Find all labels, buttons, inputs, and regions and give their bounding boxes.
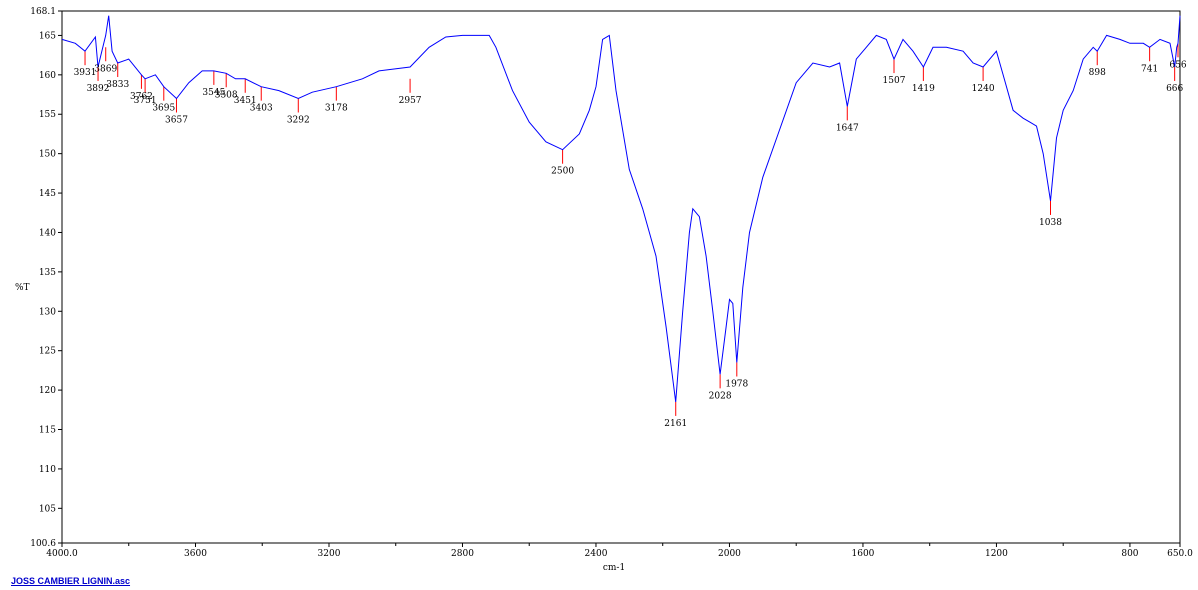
y-axis-title: %T bbox=[15, 283, 30, 293]
spectrum-line bbox=[61, 15, 1181, 402]
y-tick-label: 145 bbox=[39, 189, 56, 199]
peak-label: 3657 bbox=[165, 115, 188, 125]
peak-label: 3695 bbox=[152, 104, 175, 114]
peak-label: 3833 bbox=[106, 80, 129, 90]
peak-label: 1419 bbox=[912, 84, 935, 94]
peak-label: 3751 bbox=[134, 96, 157, 106]
y-tick-label: 115 bbox=[39, 426, 56, 436]
peak-label: 656 bbox=[1169, 60, 1186, 70]
peak-label: 666 bbox=[1166, 84, 1183, 94]
y-tick-label: 120 bbox=[39, 386, 56, 396]
peak-label: 898 bbox=[1089, 68, 1106, 78]
peak-label: 3508 bbox=[215, 90, 238, 100]
peak-label: 741 bbox=[1141, 64, 1158, 74]
y-tick-label: 125 bbox=[39, 347, 56, 357]
y-tick-label: 165 bbox=[39, 31, 56, 41]
x-axis: 4000.0 3600 3200 2800 2400 2000 1600 1200 800 650… bbox=[46, 543, 1193, 559]
peak-label: 3545 bbox=[202, 88, 225, 98]
x-tick-label: 4000.0 bbox=[46, 549, 78, 559]
peak-label: 3403 bbox=[250, 104, 273, 114]
peak-label: 3178 bbox=[325, 104, 348, 114]
y-tick-label: 150 bbox=[39, 150, 56, 160]
peak-label: 2500 bbox=[551, 167, 574, 177]
y-tick-label: 130 bbox=[39, 307, 56, 317]
peak-label: 1647 bbox=[836, 123, 859, 133]
y-tick-label: 155 bbox=[39, 110, 56, 120]
y-tick-label: 135 bbox=[39, 268, 56, 278]
peak-label: 2957 bbox=[399, 96, 422, 106]
y-tick-label: 110 bbox=[39, 465, 56, 475]
peak-label: 3451 bbox=[234, 96, 257, 106]
y-tick-label: 100.6 bbox=[30, 539, 56, 549]
peak-label: 3931 bbox=[74, 68, 97, 78]
x-tick-label: 1200 bbox=[985, 549, 1008, 559]
y-axis: 100.6 105 110 115 120 125 130 135 140 145 150 155 16… bbox=[30, 7, 62, 549]
x-tick-label: 650.0 bbox=[1167, 549, 1193, 559]
peak-label: 3892 bbox=[87, 84, 110, 94]
peak-label: 3292 bbox=[287, 115, 310, 125]
x-tick-label: 1600 bbox=[852, 549, 875, 559]
y-tick-label: 105 bbox=[39, 504, 56, 514]
peak-markers bbox=[84, 43, 1179, 416]
y-tick-label: 140 bbox=[39, 228, 56, 238]
x-tick-label: 2000 bbox=[718, 549, 741, 559]
peak-label: 2161 bbox=[664, 419, 687, 429]
peak-label: 1507 bbox=[883, 76, 906, 86]
peak-label: 1038 bbox=[1039, 218, 1062, 228]
peak-label: 1240 bbox=[972, 84, 995, 94]
x-tick-label: 2400 bbox=[585, 549, 608, 559]
peak-label: 2028 bbox=[709, 391, 732, 401]
y-tick-label: 168.1 bbox=[30, 7, 56, 17]
peak-label: 1978 bbox=[725, 380, 748, 390]
plot-frame bbox=[61, 10, 1181, 544]
x-tick-label: 2800 bbox=[451, 549, 474, 559]
file-name-link[interactable]: JOSS CAMBIER LIGNIN.asc bbox=[11, 576, 131, 586]
x-tick-label: 3200 bbox=[318, 549, 341, 559]
peak-label: 3869 bbox=[94, 64, 117, 74]
x-tick-label: 800 bbox=[1121, 549, 1138, 559]
y-tick-label: 160 bbox=[39, 71, 56, 81]
x-tick-label: 3600 bbox=[184, 549, 207, 559]
peak-label: 3762 bbox=[130, 92, 153, 102]
x-axis-title: cm-1 bbox=[603, 563, 625, 573]
